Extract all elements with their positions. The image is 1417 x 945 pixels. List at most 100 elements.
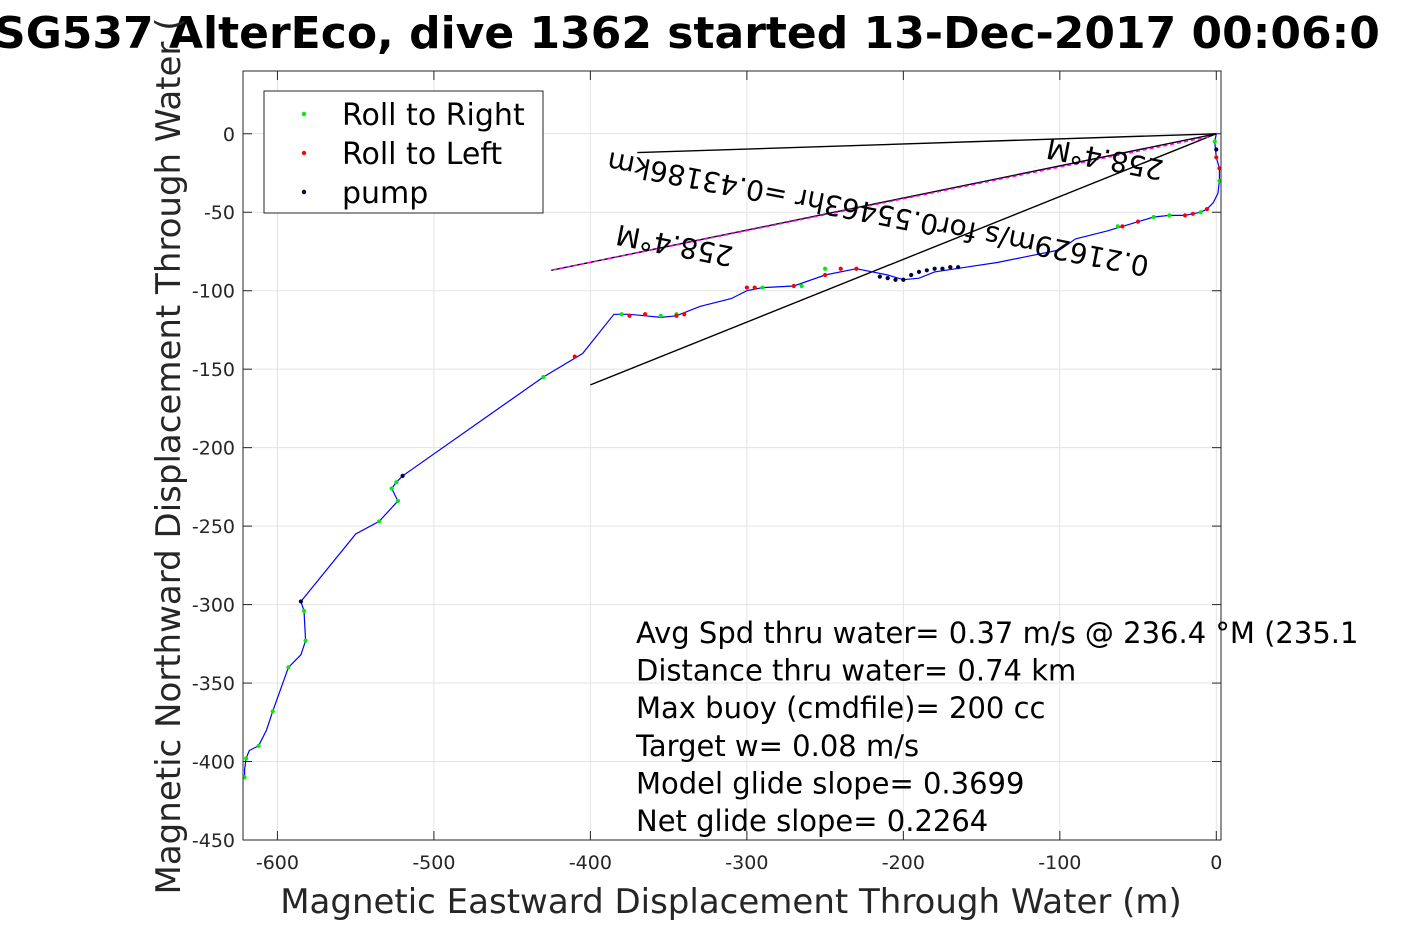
x-tick-label: -300	[725, 852, 768, 874]
plot-frame	[242, 70, 1222, 841]
legend-marker	[301, 111, 307, 117]
roll-left-marker	[627, 313, 632, 318]
pump-marker	[940, 266, 945, 271]
roll-right-marker	[389, 486, 394, 491]
roll-right-marker	[619, 312, 624, 317]
roll-right-marker	[244, 756, 249, 761]
roll-right-marker	[1115, 224, 1120, 229]
roll-left-marker	[1120, 224, 1125, 229]
roll-right-marker	[823, 266, 828, 271]
legend-label: pump	[342, 176, 428, 211]
stat-line: Avg Spd thru water= 0.37 m/s @ 236.4 °M …	[636, 616, 1358, 650]
roll-left-marker	[1182, 213, 1188, 218]
reference-line	[637, 133, 1217, 154]
roll-right-marker	[270, 709, 275, 714]
stat-line: Max buoy (cmdfile)= 200 cc	[636, 691, 1045, 725]
y-tick-label: -250	[192, 516, 235, 538]
reference-line	[590, 133, 1217, 386]
legend-marker	[301, 150, 307, 156]
roll-left-marker	[572, 354, 577, 359]
y-tick-label: -450	[192, 830, 235, 852]
stat-line: Model glide slope= 0.3699	[636, 766, 1024, 800]
roll-left-marker	[744, 285, 749, 290]
roll-left-marker	[1135, 219, 1141, 224]
stat-line: Net glide slope= 0.2264	[636, 804, 988, 838]
legend-label: Roll to Right	[342, 98, 525, 133]
y-tick-label: 0	[223, 124, 235, 146]
roll-left-marker	[838, 266, 843, 271]
pump-marker	[932, 266, 937, 271]
roll-right-marker	[799, 283, 804, 289]
y-tick-label: -400	[192, 752, 235, 774]
roll-left-marker	[674, 313, 679, 318]
pump-marker	[877, 274, 882, 279]
roll-left-marker	[823, 272, 828, 278]
roll-right-marker	[303, 638, 308, 643]
x-tick-label: -400	[569, 852, 612, 874]
x-tick-label: -100	[1038, 852, 1081, 874]
y-tick-label: -100	[192, 281, 235, 303]
pump-marker	[885, 276, 890, 281]
roll-right-marker	[1151, 214, 1156, 220]
y-tick-label: -50	[204, 202, 235, 224]
y-axis-label: Magnetic Northward Displacement Through …	[149, 18, 189, 895]
roll-left-marker	[854, 266, 859, 271]
roll-left-marker	[1204, 207, 1210, 212]
legend-marker	[301, 189, 307, 195]
roll-left-marker	[1217, 166, 1221, 171]
pump-marker	[916, 269, 922, 274]
x-tick-label: 0	[1210, 852, 1222, 874]
roll-right-marker	[1217, 178, 1221, 183]
roll-right-marker	[541, 374, 546, 380]
legend-box	[263, 90, 544, 214]
roll-left-marker	[752, 285, 757, 290]
x-tick-label: -200	[882, 852, 925, 874]
x-tick-label: -500	[412, 852, 455, 874]
roll-left-marker	[1214, 155, 1219, 160]
y-tick-labels: 0 -50 -100 -150 -200 -250 -300 -350 -400 -450	[192, 124, 235, 852]
grid	[243, 71, 1221, 841]
track-markers	[243, 139, 1221, 780]
pump-marker	[948, 265, 953, 270]
y-tick-label: -300	[192, 595, 235, 617]
reference-line	[551, 133, 1217, 271]
legend: Roll to Right Roll to Left pump	[263, 90, 544, 214]
roll-right-marker	[286, 665, 291, 670]
chart-title: SG537 AlterEco, dive 1362 started 13-Dec…	[0, 8, 1380, 59]
roll-right-marker	[256, 743, 261, 748]
roll-right-marker	[760, 285, 765, 290]
y-tick-label: -200	[192, 438, 235, 460]
roll-left-marker	[682, 312, 687, 317]
pump-marker	[901, 277, 906, 282]
roll-right-marker	[395, 498, 401, 504]
roll-right-marker	[301, 608, 307, 613]
pump-marker	[924, 268, 929, 273]
roll-right-marker	[1198, 210, 1203, 215]
y-tick-label: -350	[192, 673, 235, 695]
pump-marker	[298, 599, 303, 604]
pump-marker	[956, 265, 961, 270]
x-tick-label: -600	[256, 852, 299, 874]
roll-right-marker	[377, 519, 382, 524]
stat-line: Target w= 0.08 m/s	[635, 729, 919, 763]
reference-lines	[551, 133, 1217, 386]
stats-block: Avg Spd thru water= 0.37 m/s @ 236.4 °M …	[635, 616, 1358, 838]
roll-left-marker	[643, 312, 648, 317]
pump-marker	[893, 277, 898, 282]
stat-line: Distance thru water= 0.74 km	[636, 654, 1076, 688]
roll-left-marker	[791, 283, 796, 289]
pump-marker	[909, 272, 914, 278]
legend-label: Roll to Left	[342, 137, 502, 172]
pump-marker	[1214, 147, 1219, 152]
roll-right-marker	[243, 775, 247, 780]
roll-left-marker	[1190, 211, 1195, 216]
roll-right-marker	[1212, 139, 1217, 144]
y-tick-label: -150	[192, 359, 235, 381]
x-tick-labels: -600 -500 -400 -300 -200 -100 0	[256, 852, 1222, 874]
x-axis-label: Magnetic Eastward Displacement Through W…	[280, 882, 1182, 922]
roll-right-marker	[1167, 213, 1172, 218]
pump-marker	[400, 473, 405, 479]
roll-right-marker	[394, 480, 399, 485]
roll-right-marker	[658, 313, 663, 318]
